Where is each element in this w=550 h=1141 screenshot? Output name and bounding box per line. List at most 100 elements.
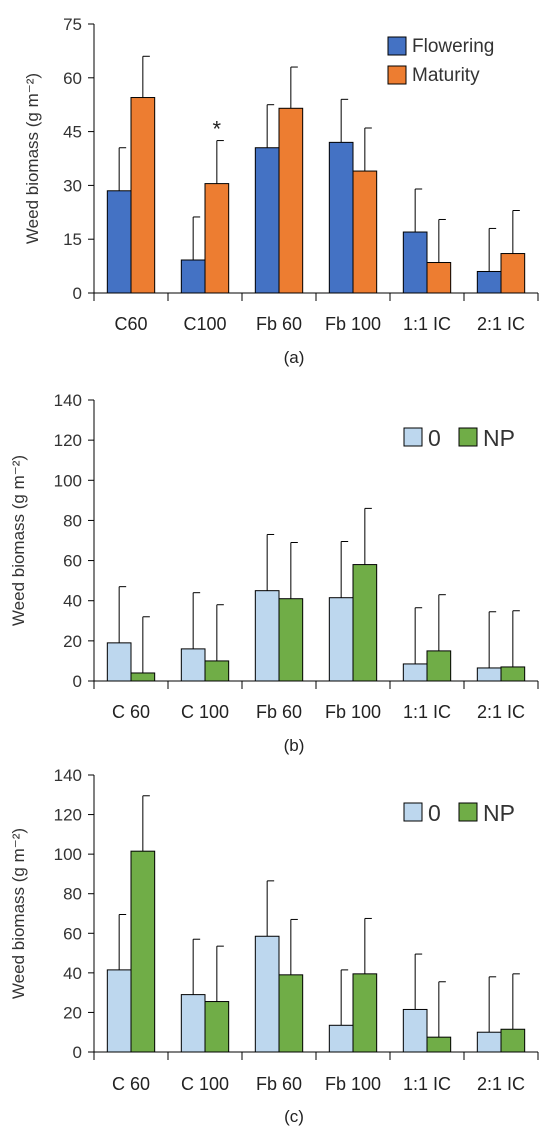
legend-label: NP bbox=[483, 425, 515, 451]
bar-Fb-100-Maturity bbox=[352, 170, 378, 294]
bar-2-1-IC-0 bbox=[476, 667, 502, 682]
y-tick-label: 60 bbox=[63, 552, 82, 571]
y-tick-label: 45 bbox=[63, 123, 82, 142]
bar-Fb-60-NP bbox=[278, 598, 304, 682]
y-tick-label: 140 bbox=[54, 391, 82, 410]
bar-2-1-IC-0 bbox=[476, 1031, 502, 1053]
panel-label: (c) bbox=[284, 1107, 304, 1126]
bar-Fb-60-0 bbox=[254, 590, 280, 682]
x-tick-label: 2:1 IC bbox=[477, 1074, 525, 1094]
bar-C-60-0 bbox=[106, 642, 132, 682]
y-tick-label: 60 bbox=[63, 924, 82, 943]
bar-C-100-0 bbox=[180, 994, 206, 1053]
y-axis-label: Weed biomass (g m⁻²) bbox=[23, 73, 42, 244]
chart-panel-2: 0 20 40 60 80 100 120 140 C 60 C 100 Fb 60 Fb 100 1:… bbox=[9, 391, 539, 755]
x-tick-label: 2:1 IC bbox=[477, 702, 525, 722]
x-tick-label: 1:1 IC bbox=[403, 702, 451, 722]
y-axis-label: Weed biomass (g m⁻²) bbox=[9, 455, 28, 626]
y-tick-label: 80 bbox=[63, 885, 82, 904]
y-tick-label: 75 bbox=[63, 15, 82, 34]
y-tick-label: 80 bbox=[63, 511, 82, 530]
legend-swatch bbox=[387, 65, 407, 85]
x-tick-label: C 100 bbox=[181, 1074, 229, 1094]
bar-1-1-IC-Flowering bbox=[402, 231, 428, 294]
bar-Fb-100-NP bbox=[352, 973, 378, 1053]
y-tick-label: 0 bbox=[73, 1043, 82, 1062]
bar-Fb-100-0 bbox=[328, 597, 354, 682]
bar-C-60-NP bbox=[130, 672, 156, 682]
x-tick-label: 2:1 IC bbox=[477, 314, 525, 334]
bar-Fb-60-Maturity bbox=[278, 107, 304, 294]
x-tick-label: Fb 60 bbox=[256, 702, 302, 722]
y-tick-label: 40 bbox=[63, 964, 82, 983]
legend-swatch bbox=[458, 802, 478, 822]
y-tick-label: 15 bbox=[63, 230, 82, 249]
y-tick-label: 120 bbox=[54, 431, 82, 450]
bar-Fb-60-Flowering bbox=[254, 147, 280, 294]
bar-1-1-IC-Maturity bbox=[426, 262, 452, 294]
y-tick-label: 20 bbox=[63, 1003, 82, 1022]
x-tick-label: Fb 100 bbox=[325, 702, 381, 722]
legend-swatch bbox=[403, 802, 423, 822]
bar-1-1-IC-0 bbox=[402, 663, 428, 682]
legend-label: 0 bbox=[428, 425, 441, 451]
x-tick-label: Fb 60 bbox=[256, 1074, 302, 1094]
x-tick-label: C60 bbox=[114, 314, 147, 334]
y-axis-label: Weed biomass (g m⁻²) bbox=[9, 828, 28, 999]
chart-panel-1: 0 15 30 45 60 75 C60 C100 Fb 60 Fb 100 1:1 IC 2:1 I… bbox=[23, 15, 539, 367]
x-tick-label: C 60 bbox=[112, 1074, 150, 1094]
legend-label: Flowering bbox=[412, 36, 494, 57]
y-tick-label: 120 bbox=[54, 806, 82, 825]
bar-Fb-100-0 bbox=[328, 1024, 354, 1053]
bar-C-100-NP bbox=[204, 660, 230, 682]
legend-swatch bbox=[387, 36, 407, 56]
legend-label: Maturity bbox=[412, 65, 480, 86]
bar-Fb-100-NP bbox=[352, 564, 378, 682]
y-tick-label: 60 bbox=[63, 69, 82, 88]
y-tick-label: 140 bbox=[54, 766, 82, 785]
bar-C-60-NP bbox=[130, 850, 156, 1053]
bar-Fb-60-0 bbox=[254, 935, 280, 1053]
legend-swatch bbox=[403, 427, 423, 447]
x-tick-label: Fb 60 bbox=[256, 314, 302, 334]
y-tick-label: 40 bbox=[63, 592, 82, 611]
x-tick-label: 1:1 IC bbox=[403, 314, 451, 334]
bar-Fb-100-Flowering bbox=[328, 141, 354, 294]
legend-label: NP bbox=[483, 800, 515, 826]
bar-C60-Flowering bbox=[106, 190, 132, 294]
bar-C100-Maturity bbox=[204, 183, 230, 294]
panel-label: (a) bbox=[284, 348, 305, 367]
x-tick-label: C 100 bbox=[181, 702, 229, 722]
bar-2-1-IC-NP bbox=[500, 1028, 526, 1053]
y-tick-label: 0 bbox=[73, 284, 82, 303]
x-tick-label: C100 bbox=[183, 314, 226, 334]
x-tick-label: 1:1 IC bbox=[403, 1074, 451, 1094]
bar-1-1-IC-NP bbox=[426, 1036, 452, 1053]
bar-1-1-IC-NP bbox=[426, 650, 452, 682]
bar-C-100-0 bbox=[180, 648, 206, 682]
y-tick-label: 100 bbox=[54, 471, 82, 490]
significance-annotation: * bbox=[213, 117, 222, 142]
legend-label: 0 bbox=[428, 800, 441, 826]
y-tick-label: 30 bbox=[63, 176, 82, 195]
bar-C-100-NP bbox=[204, 1001, 230, 1053]
x-tick-label: C 60 bbox=[112, 702, 150, 722]
bar-C100-Flowering bbox=[180, 259, 206, 294]
legend-swatch bbox=[458, 427, 478, 447]
bar-1-1-IC-0 bbox=[402, 1008, 428, 1053]
y-tick-label: 100 bbox=[54, 845, 82, 864]
y-tick-label: 0 bbox=[73, 672, 82, 691]
bar-Fb-60-NP bbox=[278, 974, 304, 1053]
bar-2-1-IC-Flowering bbox=[476, 270, 502, 294]
bar-C-60-0 bbox=[106, 969, 132, 1053]
x-tick-label: Fb 100 bbox=[325, 1074, 381, 1094]
y-tick-label: 20 bbox=[63, 632, 82, 651]
bar-2-1-IC-NP bbox=[500, 666, 526, 682]
x-tick-label: Fb 100 bbox=[325, 314, 381, 334]
bar-2-1-IC-Maturity bbox=[500, 253, 526, 294]
panel-label: (b) bbox=[284, 736, 305, 755]
bar-C60-Maturity bbox=[130, 97, 156, 294]
chart-panel-3: 0 20 40 60 80 100 120 140 C 60 C 100 Fb 60 Fb 100 1:… bbox=[9, 766, 539, 1126]
